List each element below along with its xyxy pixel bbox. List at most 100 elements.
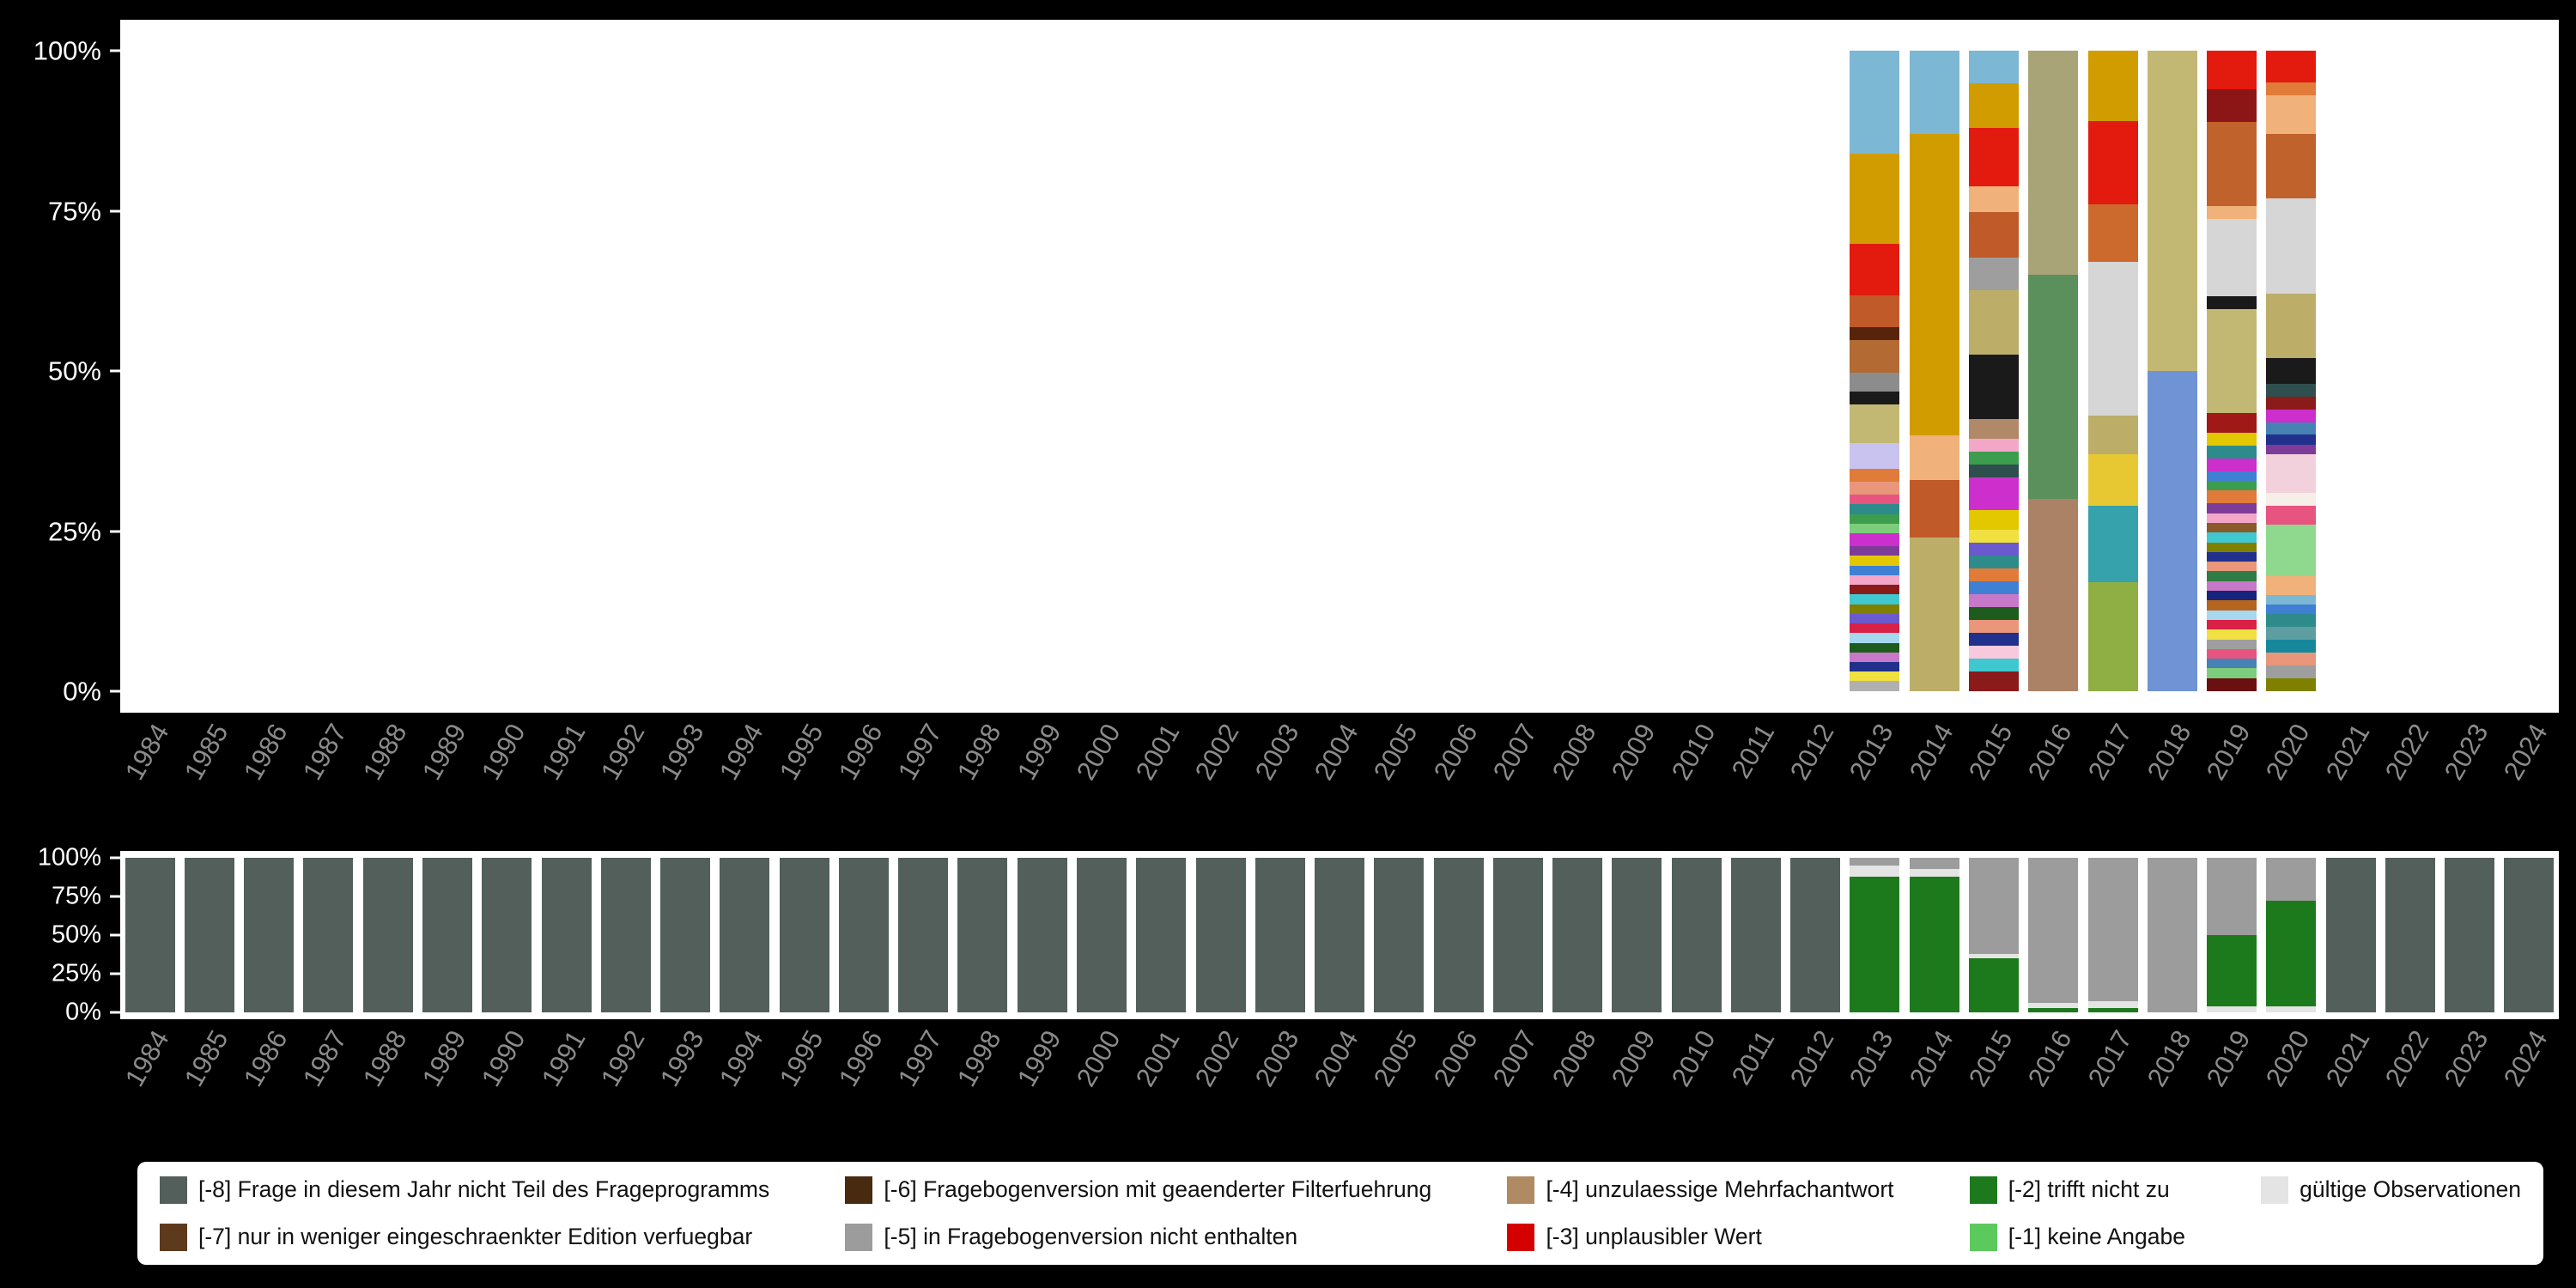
bar-segment[interactable]	[1850, 661, 1900, 672]
bar-segment[interactable]	[2207, 309, 2257, 413]
bar-segment[interactable]	[2266, 197, 2317, 295]
bar-segment[interactable]	[2207, 629, 2257, 640]
legend-item--7[interactable]: [-7] nur in weniger eingeschraenkter Edi…	[160, 1214, 769, 1260]
bar-segment[interactable]	[779, 858, 829, 1012]
stacked-bar-2016[interactable]	[2028, 51, 2079, 691]
bar-segment[interactable]	[2207, 218, 2257, 297]
bar-segment[interactable]	[600, 858, 651, 1012]
bar-segment[interactable]	[2266, 95, 2317, 134]
bar-segment[interactable]	[1850, 604, 1900, 614]
bar-segment[interactable]	[2266, 409, 2317, 422]
bar-segment[interactable]	[1969, 957, 2019, 1012]
bar-segment[interactable]	[1850, 504, 1900, 514]
bar-segment[interactable]	[2504, 858, 2555, 1012]
stacked-bar-2014[interactable]	[1909, 51, 1959, 691]
stacked-bar-2020[interactable]	[2266, 51, 2317, 691]
bar-segment[interactable]	[1850, 623, 1900, 634]
bar-segment[interactable]	[2266, 396, 2317, 410]
bar-segment[interactable]	[2445, 858, 2495, 1012]
stacked-bar-1995[interactable]	[779, 858, 829, 1012]
bar-segment[interactable]	[2147, 858, 2197, 1012]
bar-segment[interactable]	[1850, 443, 1900, 470]
stacked-bar-2018[interactable]	[2147, 51, 2197, 691]
bar-segment[interactable]	[1850, 404, 1900, 444]
stacked-bar-1990[interactable]	[482, 858, 532, 1012]
bar-segment[interactable]	[2266, 358, 2317, 384]
stacked-bar-2017[interactable]	[2087, 858, 2138, 1012]
bar-segment[interactable]	[2207, 935, 2257, 1006]
bar-segment[interactable]	[2087, 1007, 2138, 1012]
bar-segment[interactable]	[1969, 671, 2019, 691]
bar-segment[interactable]	[1850, 469, 1900, 483]
bar-segment[interactable]	[1017, 858, 1067, 1012]
stacked-bar-2016[interactable]	[2028, 858, 2079, 1012]
bar-segment[interactable]	[1969, 580, 2019, 594]
legend-item-valid[interactable]: gültige Observationen	[2261, 1167, 2521, 1212]
stacked-bar-2015[interactable]	[1969, 51, 2019, 691]
bar-segment[interactable]	[2266, 858, 2317, 902]
bar-segment[interactable]	[1969, 646, 2019, 659]
bar-segment[interactable]	[2207, 600, 2257, 611]
bar-segment[interactable]	[1909, 537, 1959, 691]
stacked-bar-2008[interactable]	[1552, 858, 1603, 1012]
bar-segment[interactable]	[2028, 858, 2079, 1004]
bar-segment[interactable]	[2325, 858, 2376, 1012]
stacked-bar-2013[interactable]	[1850, 858, 1900, 1012]
bar-segment[interactable]	[2266, 605, 2317, 615]
bar-segment[interactable]	[2266, 665, 2317, 678]
bar-segment[interactable]	[1850, 327, 1900, 341]
bar-segment[interactable]	[1969, 606, 2019, 620]
bar-segment[interactable]	[2087, 51, 2138, 122]
bar-segment[interactable]	[1969, 555, 2019, 568]
stacked-bar-1999[interactable]	[1017, 858, 1067, 1012]
bar-segment[interactable]	[2207, 432, 2257, 446]
bar-segment[interactable]	[2087, 204, 2138, 263]
bar-segment[interactable]	[838, 858, 889, 1012]
bar-segment[interactable]	[2266, 383, 2317, 397]
bar-segment[interactable]	[2207, 412, 2257, 433]
bar-segment[interactable]	[482, 858, 532, 1012]
bar-segment[interactable]	[898, 858, 949, 1012]
bar-segment[interactable]	[2207, 551, 2257, 562]
bar-segment[interactable]	[2087, 262, 2138, 416]
bar-segment[interactable]	[2087, 1001, 2138, 1008]
bar-segment[interactable]	[1850, 633, 1900, 643]
bar-segment[interactable]	[2266, 492, 2317, 506]
bar-segment[interactable]	[1969, 186, 2019, 213]
bar-segment[interactable]	[1850, 392, 1900, 405]
bar-segment[interactable]	[1790, 858, 1841, 1012]
bar-segment[interactable]	[2087, 121, 2138, 205]
bar-segment[interactable]	[1850, 546, 1900, 556]
bar-segment[interactable]	[2266, 82, 2317, 96]
bar-segment[interactable]	[1969, 51, 2019, 83]
bar-segment[interactable]	[2266, 444, 2317, 454]
bar-segment[interactable]	[2207, 1005, 2257, 1012]
bar-segment[interactable]	[2207, 121, 2257, 206]
bar-segment[interactable]	[2207, 668, 2257, 678]
bar-segment[interactable]	[2207, 591, 2257, 601]
bar-segment[interactable]	[2207, 858, 2257, 935]
bar-segment[interactable]	[1969, 633, 2019, 647]
bar-segment[interactable]	[2028, 275, 2079, 500]
bar-segment[interactable]	[1850, 876, 1900, 1012]
bar-segment[interactable]	[541, 858, 592, 1012]
bar-segment[interactable]	[2028, 1003, 2079, 1008]
bar-segment[interactable]	[2266, 524, 2317, 576]
bar-segment[interactable]	[1374, 858, 1425, 1012]
bar-segment[interactable]	[1909, 876, 1959, 1012]
bar-segment[interactable]	[1969, 128, 2019, 187]
bar-segment[interactable]	[2266, 422, 2317, 435]
bar-segment[interactable]	[1850, 482, 1900, 495]
bar-segment[interactable]	[1850, 613, 1900, 624]
legend-item--3[interactable]: [-3] unplausibler Wert	[1507, 1214, 1893, 1260]
stacked-bar-2017[interactable]	[2087, 51, 2138, 691]
bar-segment[interactable]	[1969, 212, 2019, 258]
bar-segment[interactable]	[1552, 858, 1603, 1012]
bar-segment[interactable]	[1315, 858, 1364, 1012]
bar-segment[interactable]	[1969, 568, 2019, 581]
bar-segment[interactable]	[2147, 51, 2197, 371]
legend-item--2[interactable]: [-2] trifft nicht zu	[1969, 1167, 2185, 1212]
bar-segment[interactable]	[1969, 419, 2019, 440]
bar-segment[interactable]	[1969, 289, 2019, 355]
bar-segment[interactable]	[1612, 858, 1662, 1012]
